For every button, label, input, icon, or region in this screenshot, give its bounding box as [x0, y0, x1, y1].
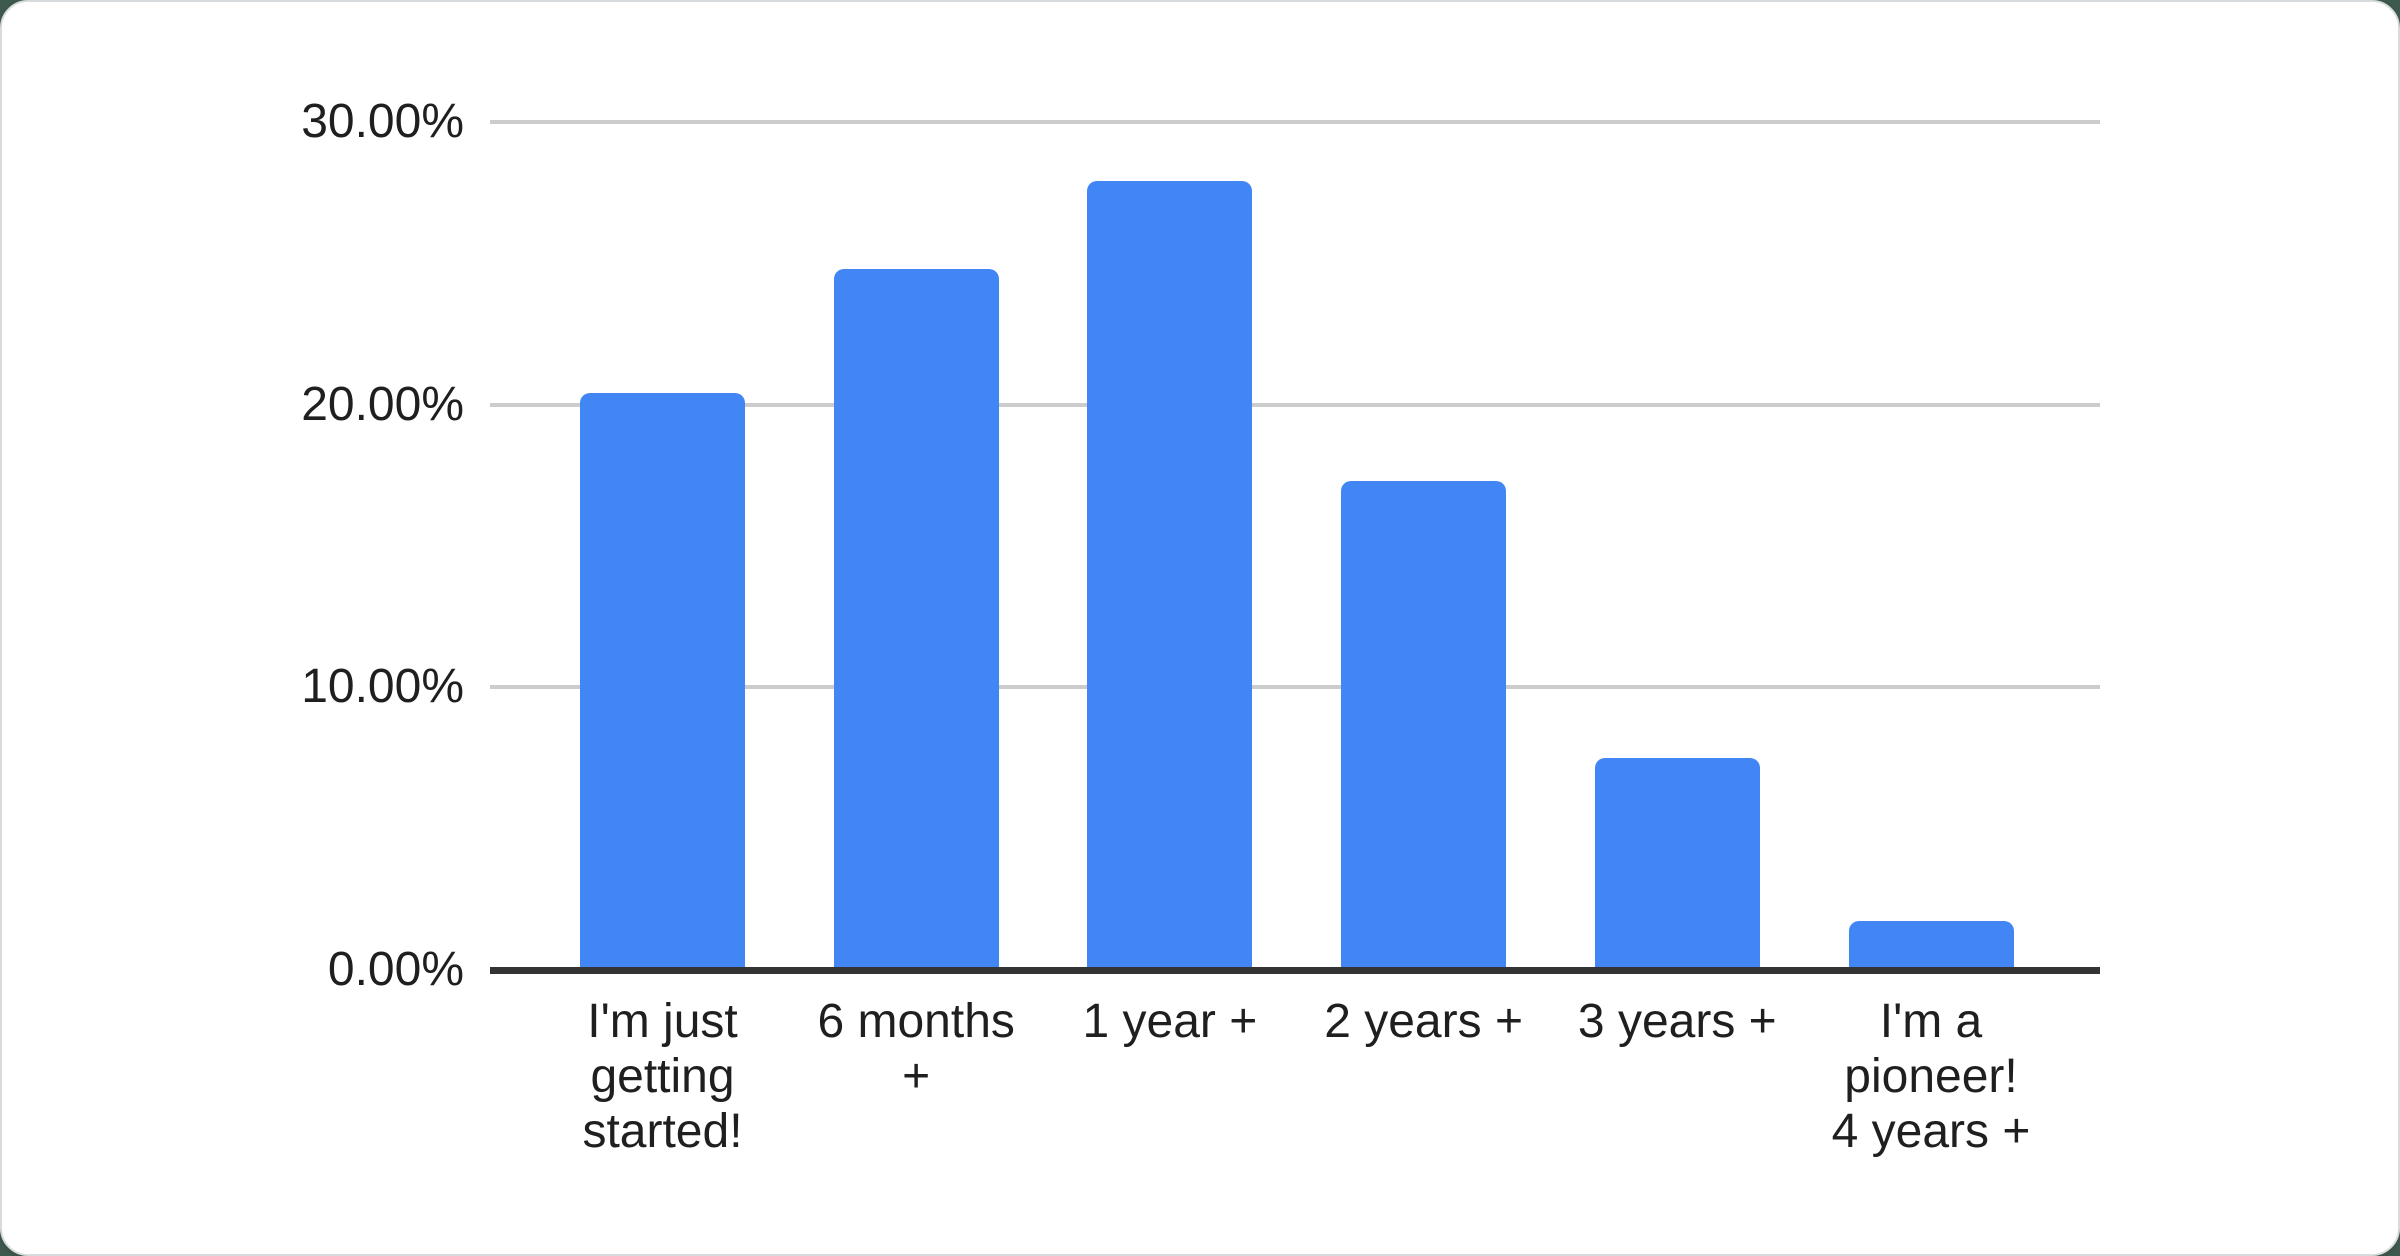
bar-6-months[interactable] [833, 268, 999, 970]
x-axis-category-label-line: pioneer! [1844, 1050, 2018, 1103]
x-axis-category-label: 6 months + [746, 994, 1086, 1104]
x-axis-category-label-line: I'm a [1879, 995, 1983, 1048]
y-axis-tick-label: 20.00% [301, 377, 464, 431]
gridline [490, 402, 2100, 407]
x-axis-category-label: I'm a pioneer! 4 years + [1761, 994, 2101, 1159]
gridline [490, 685, 2100, 690]
x-axis-category-label: I'm just getting started! [493, 994, 833, 1159]
x-axis-line [490, 967, 2100, 974]
x-axis-category-label-line: + [902, 1050, 931, 1103]
y-axis-tick-label: 10.00% [301, 660, 464, 714]
x-axis-category-label-line: I'm just [587, 995, 738, 1048]
x-axis-category-label: 2 years + [1254, 994, 1594, 1049]
x-axis-category-label-line: 4 years + [1831, 1105, 2031, 1158]
bar-i-m-just-getting-started[interactable] [580, 393, 745, 970]
x-axis-category-label-line: getting [590, 1050, 735, 1103]
x-axis-category-label: 3 years + [1507, 994, 1847, 1049]
y-axis-tick-label: 0.00% [327, 943, 464, 996]
y-axis-tick-label: 30.00% [301, 95, 464, 148]
x-axis-category-label-line: 3 years + [1577, 995, 1777, 1048]
bar-2-years[interactable] [1341, 480, 1507, 970]
x-axis-category-label-line: 2 years + [1324, 995, 1523, 1048]
x-axis-category-label-line: 1 year + [1082, 995, 1258, 1048]
bar-i-m-a-pioneer-4-years[interactable] [1848, 920, 2014, 970]
x-axis-category-label-line: started! [582, 1105, 743, 1158]
x-axis-category-label: 1 year + [1000, 994, 1340, 1049]
bar-1-year[interactable] [1087, 181, 1253, 970]
bar-3-years[interactable] [1594, 758, 1760, 970]
gridline [490, 120, 2100, 124]
x-axis-category-label-line: 6 months [817, 995, 1015, 1048]
